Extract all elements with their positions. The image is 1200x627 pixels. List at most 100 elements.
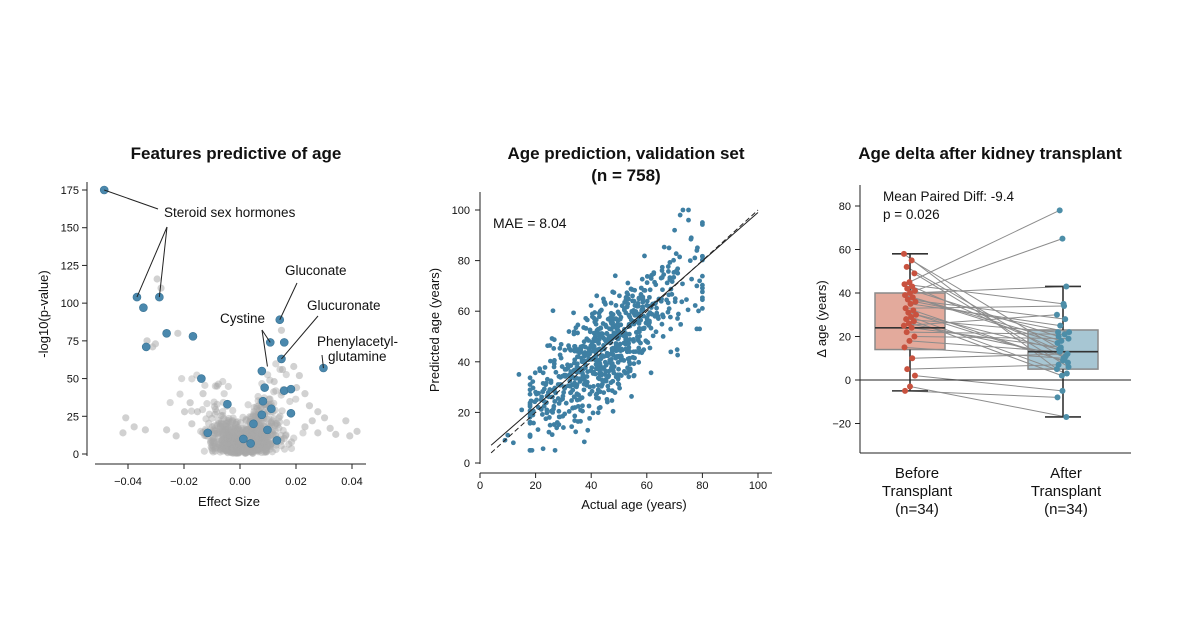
cloud-point [224,449,232,457]
cloud-point [216,422,224,430]
cloud-point [233,427,241,435]
cloud-point [234,439,242,448]
cloud-point [252,428,261,436]
cloud-point [242,417,250,425]
background-point [199,390,207,398]
data-point [599,372,604,378]
cloud-point [227,449,235,457]
leader-line [261,329,271,343]
y-axis-label: Predicted age (years) [427,268,442,392]
pair-line [910,316,1068,374]
cloud-point [249,446,257,454]
data-point [587,384,593,390]
data-point [587,391,593,397]
data-point [675,316,680,321]
pair-line [904,283,1064,305]
data-point [672,296,678,302]
cloud-point [263,443,271,451]
cloud-point [240,442,248,450]
cloud-point [215,441,224,450]
cloud-point [243,427,251,435]
data-point [587,415,592,421]
x-tick-label: 0 [477,480,483,492]
cloud-point [249,430,257,438]
highlighted-point [257,366,267,376]
cloud-point [270,414,278,423]
data-point [556,422,562,428]
data-point [590,410,596,416]
data-point [694,283,700,289]
leader-line [279,282,298,320]
data-point [573,369,579,375]
before-point [906,337,913,344]
before-point [911,270,918,277]
cloud-point [254,443,263,452]
data-point [644,274,650,279]
background-point [180,408,189,416]
cloud-point [259,438,267,447]
mae-annotation: MAE = 8.04 [493,215,567,231]
data-point [563,400,569,406]
cloud-point [225,433,233,441]
background-point [301,423,309,431]
data-point [611,290,617,295]
cloud-point [227,437,236,445]
cloud-point [248,447,256,455]
data-point [604,353,610,359]
cloud-point [233,446,241,454]
data-point [636,345,642,351]
before-point [909,294,916,301]
before-point [901,281,908,288]
y-axis-ticks: 0 25 50 75 100 125 150 175 [61,185,87,461]
highlighted-point [141,342,151,352]
cloud-point [280,445,289,453]
highlighted-point [279,338,289,347]
cloud-point [208,441,216,450]
cloud-point [223,441,232,449]
cloud-point [224,435,232,443]
annotation-glutamine: glutamine [328,349,387,364]
cloud-point [256,439,264,447]
category-label-after-line1: After [1050,465,1082,482]
data-point [667,314,673,320]
cloud-point [235,426,243,434]
cloud-point [227,424,235,432]
data-point [615,309,621,315]
cloud-point [250,428,258,437]
data-point [600,353,605,359]
cloud-point [263,443,272,451]
cloud-point [246,427,254,435]
cloud-point [266,443,274,451]
cloud-point [233,446,241,455]
background-point [342,417,350,425]
data-point [668,349,674,355]
cloud-point [272,445,280,454]
data-point [561,425,566,430]
cloud-point [257,440,265,448]
cloud-point [214,380,223,388]
before-point [902,387,909,394]
cloud-point [266,441,274,449]
cloud-point [238,426,246,434]
data-point [601,390,607,396]
annotation-gluconate: Gluconate [285,263,347,278]
data-point [619,354,624,360]
cloud-point [242,427,250,436]
cloud-point [235,443,243,452]
data-point [617,385,622,391]
background-points [119,275,361,440]
cloud-point [229,445,237,454]
y-tick-label: 150 [61,223,79,235]
data-point [599,381,605,387]
y-axis-label: -log10(p-value) [36,270,51,357]
after-point [1054,394,1061,401]
cloud-point [227,418,235,426]
cloud-point [223,434,231,443]
cloud-point [236,447,244,455]
data-point [668,326,674,332]
cloud-point [217,418,225,426]
data-point [586,403,592,409]
highlighted-point [272,436,282,445]
cloud-point [248,430,256,438]
cloud-point [236,446,244,454]
